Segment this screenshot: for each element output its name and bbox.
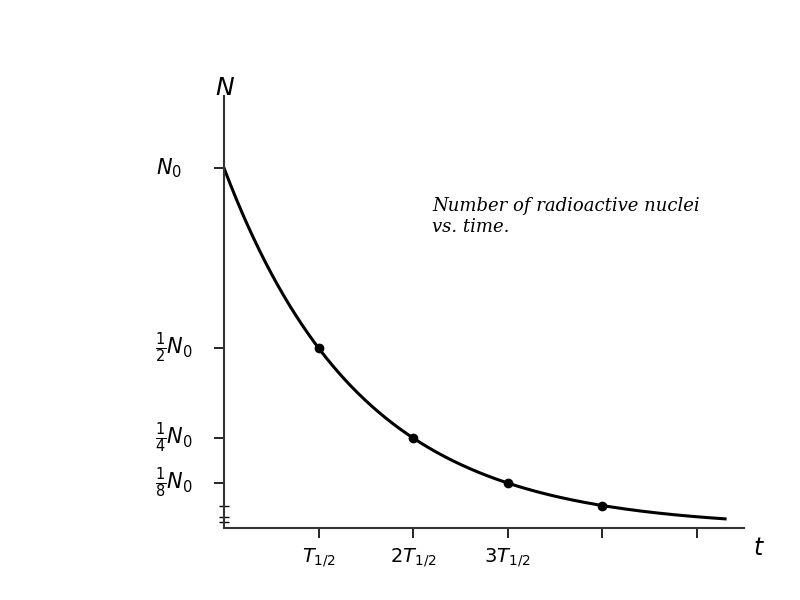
Text: $N$: $N$ — [215, 76, 235, 100]
Text: $N_0$: $N_0$ — [157, 156, 182, 180]
Text: $\frac{1}{8}N_0$: $\frac{1}{8}N_0$ — [155, 466, 193, 500]
Text: $\mathit{t}$: $\mathit{t}$ — [754, 536, 766, 560]
Text: $\frac{1}{4}N_0$: $\frac{1}{4}N_0$ — [155, 421, 193, 455]
Text: Number of radioactive nuclei
vs. time.: Number of radioactive nuclei vs. time. — [432, 197, 700, 236]
Text: $\frac{1}{2}N_0$: $\frac{1}{2}N_0$ — [155, 331, 193, 365]
